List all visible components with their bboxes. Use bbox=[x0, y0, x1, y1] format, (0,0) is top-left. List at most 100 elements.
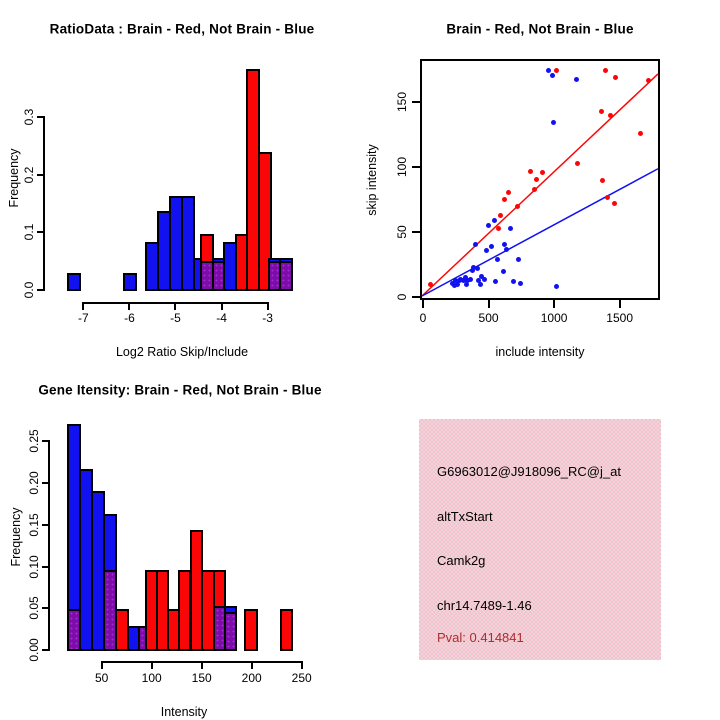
data-point-blue bbox=[479, 274, 485, 280]
data-point-blue bbox=[573, 76, 579, 82]
data-point-blue bbox=[500, 268, 506, 274]
regression-lines bbox=[421, 73, 659, 297]
x-tick-label: -3 bbox=[262, 311, 273, 325]
x-tick bbox=[422, 300, 424, 308]
hist-bar-blue bbox=[223, 605, 237, 615]
hist-bar-red bbox=[244, 608, 258, 651]
hist-bar-blue bbox=[180, 195, 195, 291]
y-tick bbox=[37, 116, 45, 118]
location-text: chr14.7489-1.46 bbox=[437, 598, 532, 613]
data-point-blue bbox=[451, 283, 457, 289]
x-tick-label: -7 bbox=[77, 311, 89, 325]
hist-bar-purple bbox=[279, 261, 293, 291]
data-point-blue bbox=[468, 276, 474, 282]
data-point-blue bbox=[469, 267, 475, 273]
y-tick bbox=[42, 440, 50, 443]
y-tick bbox=[37, 231, 45, 234]
y-tick-label: 0.20 bbox=[27, 471, 41, 495]
hist-bar-red bbox=[212, 569, 226, 608]
y-tick bbox=[42, 482, 50, 485]
x-tick-label: 150 bbox=[191, 671, 212, 685]
hist-bar-blue bbox=[279, 257, 293, 264]
data-point-red bbox=[608, 113, 614, 119]
data-point-blue bbox=[484, 248, 490, 254]
data-point-red bbox=[611, 201, 617, 207]
y-tick bbox=[42, 523, 50, 526]
hist-bar-purple bbox=[212, 605, 226, 651]
hist-bar-purple bbox=[211, 261, 226, 291]
data-point-blue bbox=[462, 275, 468, 281]
gene-hist-xlabel: Intensity bbox=[160, 705, 208, 719]
y-axis-line bbox=[48, 440, 50, 651]
data-point-blue bbox=[508, 225, 513, 231]
data-point-red bbox=[605, 194, 611, 200]
data-point-red bbox=[637, 131, 643, 137]
data-point-blue bbox=[454, 281, 460, 287]
y-tick-label: 0.00 bbox=[27, 638, 41, 662]
red-fit-line bbox=[421, 73, 659, 297]
x-tick-label: 200 bbox=[241, 671, 262, 685]
data-point-blue bbox=[453, 277, 459, 283]
data-point-blue bbox=[464, 281, 470, 287]
y-tick bbox=[412, 231, 420, 234]
data-point-red bbox=[502, 197, 508, 203]
x-tick bbox=[220, 302, 223, 310]
x-tick-label: 250 bbox=[291, 671, 312, 685]
data-point-blue bbox=[489, 244, 495, 250]
y-tick bbox=[412, 101, 420, 104]
hist-bar-blue bbox=[122, 273, 137, 291]
y-tick bbox=[37, 173, 45, 176]
data-point-red bbox=[574, 161, 580, 167]
data-point-red bbox=[527, 168, 533, 174]
data-point-blue bbox=[458, 276, 464, 282]
x-tick bbox=[150, 661, 153, 669]
data-point-blue bbox=[518, 280, 524, 286]
x-tick bbox=[100, 661, 103, 669]
x-tick bbox=[553, 300, 556, 308]
y-tick bbox=[42, 649, 50, 651]
data-point-red bbox=[533, 176, 539, 182]
data-point-blue bbox=[550, 72, 556, 78]
data-point-red bbox=[495, 225, 501, 231]
y-tick bbox=[42, 565, 50, 568]
data-point-blue bbox=[482, 276, 488, 282]
y-tick-label: 0.05 bbox=[27, 596, 41, 620]
data-point-blue bbox=[554, 284, 560, 290]
x-tick bbox=[250, 661, 253, 669]
x-tick-label: -6 bbox=[124, 311, 135, 325]
hist-bar-red bbox=[258, 151, 273, 291]
pval-text: Pval: 0.414841 bbox=[437, 630, 524, 645]
data-point-red bbox=[645, 77, 651, 83]
data-point-red bbox=[599, 109, 605, 115]
y-tick bbox=[412, 166, 420, 169]
data-point-blue bbox=[491, 218, 497, 224]
data-point-blue bbox=[461, 277, 467, 283]
probe-id-text: G6963012@J918096_RC@j_at bbox=[437, 464, 621, 479]
data-point-red bbox=[531, 187, 537, 193]
x-tick-label: 0 bbox=[419, 311, 427, 325]
data-point-red bbox=[505, 189, 511, 195]
data-point-blue bbox=[550, 119, 556, 125]
y-axis-line bbox=[43, 116, 45, 291]
data-point-blue bbox=[511, 279, 517, 285]
x-tick-label: 50 bbox=[95, 671, 109, 685]
data-point-blue bbox=[516, 257, 522, 263]
x-tick-label: 500 bbox=[478, 311, 499, 325]
data-point-red bbox=[600, 177, 606, 183]
data-point-red bbox=[498, 213, 504, 218]
plot-box bbox=[420, 59, 660, 300]
data-point-red bbox=[514, 203, 520, 209]
x-tick-label: 1000 bbox=[540, 311, 568, 325]
y-tick bbox=[42, 607, 50, 610]
data-point-blue bbox=[486, 223, 492, 229]
y-tick-label: 0.15 bbox=[27, 513, 41, 537]
x-tick bbox=[487, 300, 490, 308]
data-point-red bbox=[613, 75, 619, 81]
x-tick bbox=[300, 661, 303, 669]
x-tick bbox=[200, 661, 203, 669]
gene-info-panel: G6963012@J918096_RC@j_at altTxStart Camk… bbox=[419, 419, 661, 660]
